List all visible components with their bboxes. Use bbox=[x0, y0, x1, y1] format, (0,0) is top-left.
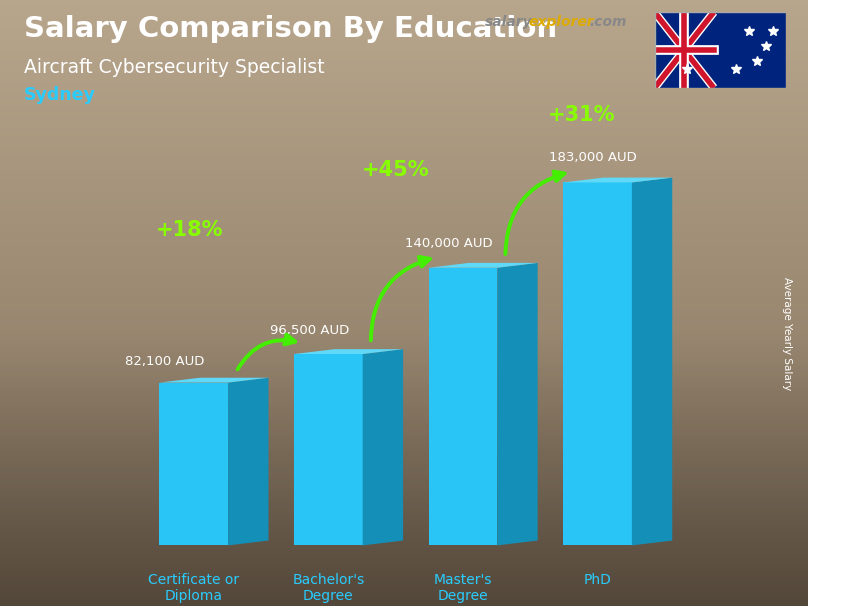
Text: 183,000 AUD: 183,000 AUD bbox=[549, 150, 637, 164]
Text: +31%: +31% bbox=[547, 105, 615, 125]
Text: 96,500 AUD: 96,500 AUD bbox=[270, 324, 349, 338]
Polygon shape bbox=[632, 178, 672, 545]
Text: Salary Comparison By Education: Salary Comparison By Education bbox=[24, 15, 558, 43]
FancyBboxPatch shape bbox=[428, 268, 497, 545]
FancyBboxPatch shape bbox=[160, 382, 228, 545]
Text: +18%: +18% bbox=[156, 220, 224, 241]
FancyBboxPatch shape bbox=[564, 182, 632, 545]
Text: .com: .com bbox=[590, 15, 627, 29]
Polygon shape bbox=[497, 263, 538, 545]
Text: explorer: explorer bbox=[529, 15, 594, 29]
Text: 140,000 AUD: 140,000 AUD bbox=[405, 237, 492, 250]
Text: 82,100 AUD: 82,100 AUD bbox=[125, 355, 205, 368]
Polygon shape bbox=[228, 378, 269, 545]
Text: Certificate or
Diploma: Certificate or Diploma bbox=[148, 573, 240, 603]
Text: Average Yearly Salary: Average Yearly Salary bbox=[782, 277, 792, 390]
Text: Sydney: Sydney bbox=[24, 86, 96, 104]
Text: PhD: PhD bbox=[584, 573, 611, 587]
Text: Aircraft Cybersecurity Specialist: Aircraft Cybersecurity Specialist bbox=[24, 58, 325, 76]
Text: +45%: +45% bbox=[362, 159, 429, 180]
Bar bbox=[714, 12, 786, 88]
Polygon shape bbox=[428, 263, 538, 268]
Text: Master's
Degree: Master's Degree bbox=[434, 573, 492, 603]
Polygon shape bbox=[160, 378, 269, 382]
FancyBboxPatch shape bbox=[294, 354, 363, 545]
Text: Bachelor's
Degree: Bachelor's Degree bbox=[292, 573, 365, 603]
Polygon shape bbox=[564, 178, 672, 182]
Polygon shape bbox=[363, 349, 403, 545]
Text: salary: salary bbox=[484, 15, 532, 29]
Polygon shape bbox=[294, 349, 403, 354]
